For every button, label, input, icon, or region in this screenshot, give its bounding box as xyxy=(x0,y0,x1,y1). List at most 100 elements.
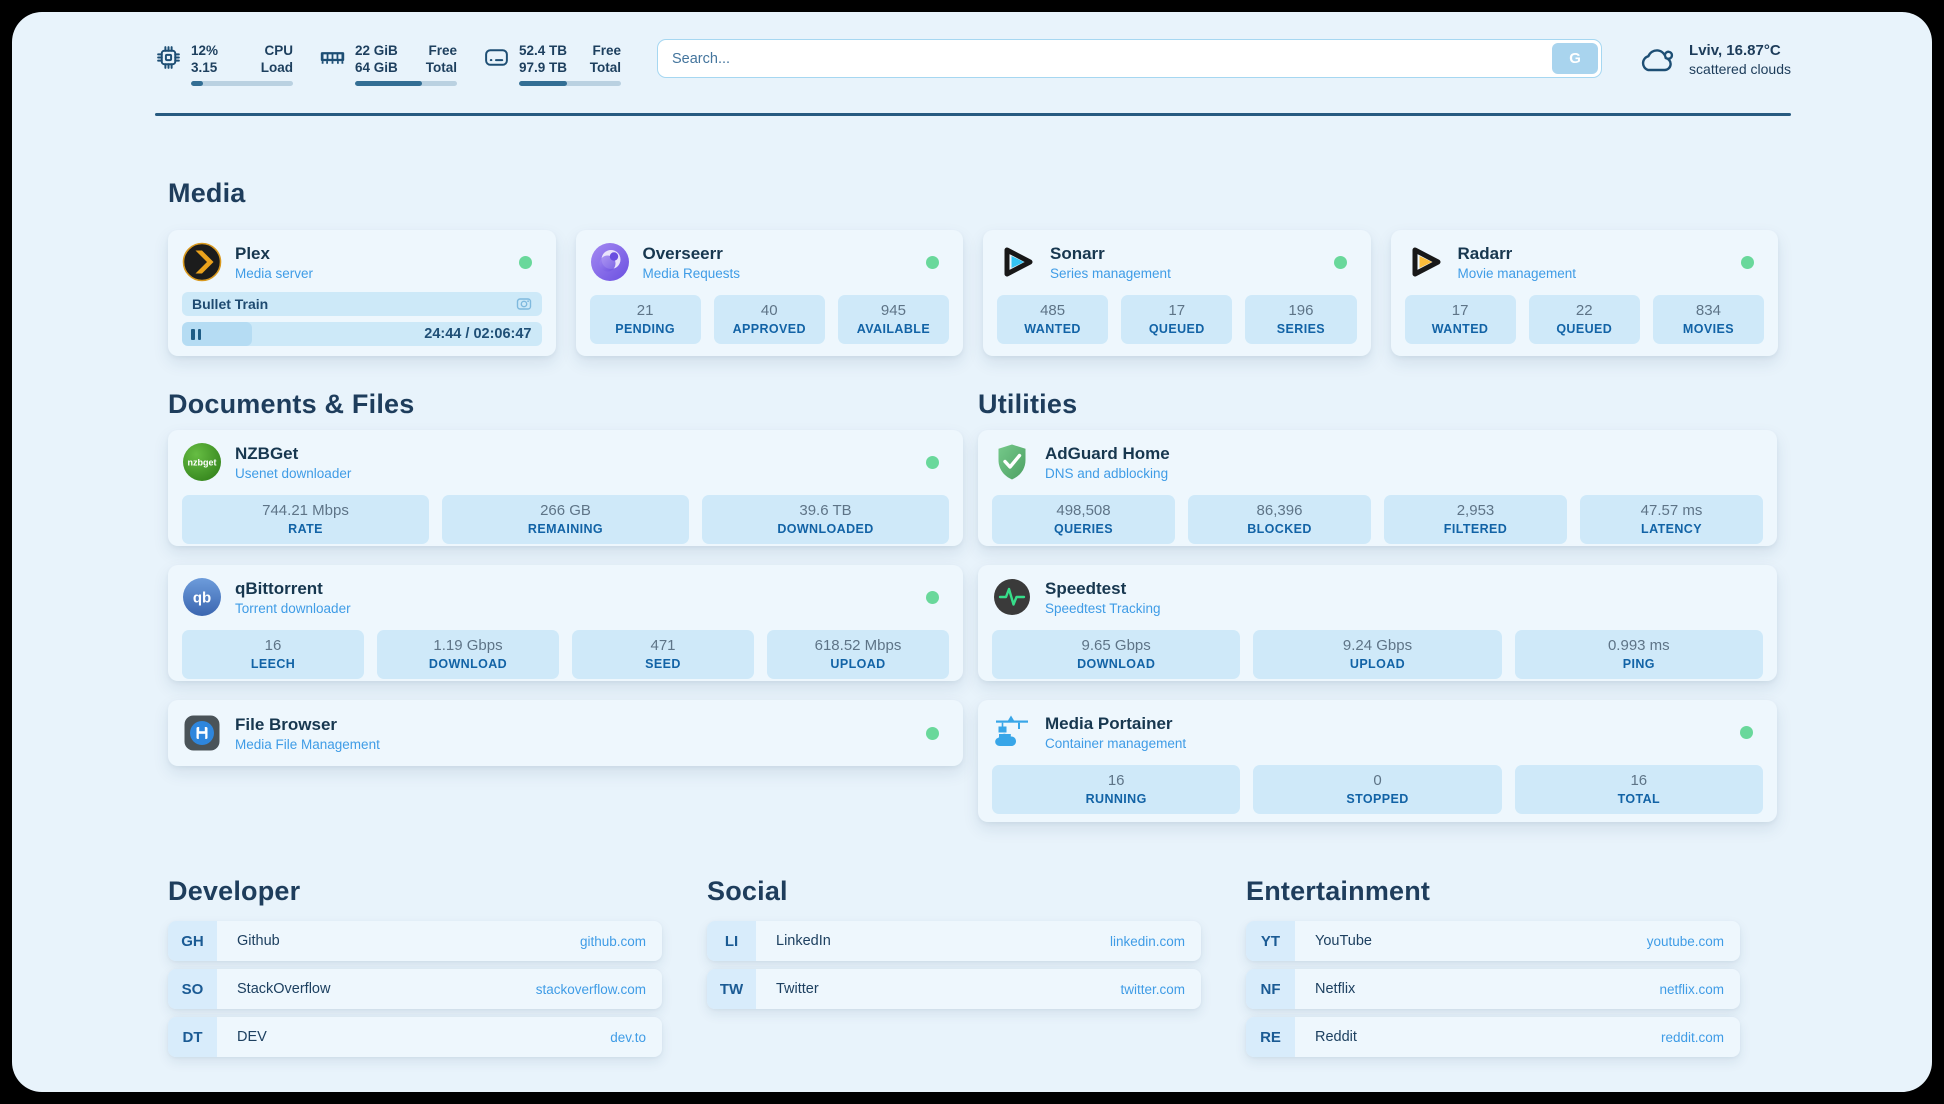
link-badge: TW xyxy=(707,969,756,1009)
stat-value: 0 xyxy=(1373,772,1382,789)
link-row-reddit[interactable]: RE Reddit reddit.com xyxy=(1246,1017,1740,1057)
link-url[interactable]: netflix.com xyxy=(1659,981,1724,997)
stat-box: 16 TOTAL xyxy=(1514,765,1763,814)
stat-value: 744.21 Mbps xyxy=(262,502,349,519)
app-card-plex[interactable]: Plex Media server Bullet Train xyxy=(168,230,556,356)
section-title-developer: Developer xyxy=(168,876,301,906)
weather-widget: Lviv, 16.87°C scattered clouds xyxy=(1638,41,1791,78)
stat-value: 17 xyxy=(1168,302,1186,319)
stat-label: MOVIES xyxy=(1682,322,1734,336)
link-url[interactable]: youtube.com xyxy=(1646,933,1724,949)
stat-value: 40 xyxy=(760,302,778,319)
stat-value: 9.65 Gbps xyxy=(1081,637,1151,654)
stat-label: PENDING xyxy=(615,322,675,336)
section-title-media: Media xyxy=(168,178,246,208)
link-url[interactable]: linkedin.com xyxy=(1109,933,1185,949)
app-subtitle: Torrent downloader xyxy=(235,600,351,616)
link-row-github[interactable]: GH Github github.com xyxy=(168,921,662,961)
app-card-filebrowser[interactable]: File Browser Media File Management xyxy=(168,700,963,766)
link-url[interactable]: dev.to xyxy=(610,1029,646,1045)
link-name: Github xyxy=(237,933,280,949)
ram-stat: 22 GiB 64 GiB Free Total xyxy=(319,42,457,86)
cpu-progress-bar xyxy=(191,81,293,86)
weather-location-temp: Lviv, 16.87°C xyxy=(1689,42,1781,59)
app-card-sonarr[interactable]: Sonarr Series management 485 WANTED 17 Q… xyxy=(983,230,1371,356)
stat-box: 16 RUNNING xyxy=(992,765,1241,814)
pause-icon[interactable] xyxy=(191,328,201,340)
stat-value: 47.57 ms xyxy=(1640,502,1703,519)
app-subtitle: DNS and adblocking xyxy=(1045,465,1169,481)
sonarr-logo xyxy=(1004,247,1033,277)
ram-total-value: 64 GiB xyxy=(355,60,398,75)
link-badge: NF xyxy=(1246,969,1295,1009)
disk-label-top: Free xyxy=(592,43,621,58)
stat-box: 40 APPROVED xyxy=(713,295,825,344)
stat-box: 17 WANTED xyxy=(1404,295,1516,344)
cpu-load-value: 3.15 xyxy=(191,60,218,75)
stat-label: TOTAL xyxy=(1617,792,1661,806)
stat-label: RATE xyxy=(288,522,323,536)
stat-box: 0.993 ms PING xyxy=(1514,630,1763,679)
ram-icon xyxy=(320,52,345,64)
stat-box: 21 PENDING xyxy=(589,295,701,344)
stat-value: 39.6 TB xyxy=(799,502,852,519)
status-dot xyxy=(926,590,939,604)
stat-box: 834 MOVIES xyxy=(1652,295,1765,344)
weather-condition: scattered clouds xyxy=(1689,61,1791,77)
link-url[interactable]: reddit.com xyxy=(1660,1029,1724,1045)
status-dot xyxy=(1740,725,1753,739)
plex-logo xyxy=(182,242,222,282)
link-row-linkedin[interactable]: LI LinkedIn linkedin.com xyxy=(707,921,1201,961)
link-row-twitter[interactable]: TW Twitter twitter.com xyxy=(707,969,1201,1009)
playback-progress-bar[interactable]: 24:44 / 02:06:47 xyxy=(182,322,542,346)
stat-box: 618.52 Mbps UPLOAD xyxy=(767,630,949,679)
stat-box: 196 SERIES xyxy=(1245,295,1357,344)
cpu-usage-value: 12% xyxy=(191,43,219,58)
link-url[interactable]: twitter.com xyxy=(1120,981,1185,997)
link-row-youtube[interactable]: YT YouTube youtube.com xyxy=(1246,921,1740,961)
svg-text:qb: qb xyxy=(193,590,211,607)
link-row-dev[interactable]: DT DEV dev.to xyxy=(168,1017,662,1057)
search-engine-button[interactable]: G xyxy=(1552,43,1599,74)
stat-label: REMAINING xyxy=(527,522,604,536)
link-url[interactable]: stackoverflow.com xyxy=(535,981,646,997)
nzbget-logo: nzbget xyxy=(183,443,221,481)
app-title: qBittorrent xyxy=(235,578,323,598)
app-title: File Browser xyxy=(235,714,338,734)
overseerr-logo xyxy=(590,243,629,281)
link-badge: DT xyxy=(168,1017,217,1057)
stat-label: PING xyxy=(1622,657,1655,671)
links-entertainment: Entertainment YT YouTube youtube.com NF … xyxy=(1246,875,1740,1057)
app-card-adguard[interactable]: AdGuard Home DNS and adblocking 498,508 … xyxy=(978,430,1777,546)
qbittorrent-logo: qb xyxy=(183,578,221,616)
app-subtitle: Usenet downloader xyxy=(235,465,352,481)
link-badge: GH xyxy=(168,921,217,961)
app-card-qbittorrent[interactable]: qb qBittorrent Torrent downloader 16 LEE… xyxy=(168,565,963,681)
app-subtitle: Media File Management xyxy=(235,736,380,752)
stat-value: 2,953 xyxy=(1456,502,1495,519)
app-title: Media Portainer xyxy=(1045,713,1173,733)
stat-box: 744.21 Mbps RATE xyxy=(182,495,429,544)
app-card-portainer[interactable]: Media Portainer Container management 16 … xyxy=(978,700,1777,822)
app-card-speedtest[interactable]: Speedtest Speedtest Tracking 9.65 Gbps D… xyxy=(978,565,1777,681)
link-url[interactable]: github.com xyxy=(579,933,646,949)
filebrowser-logo xyxy=(184,715,220,751)
link-row-stackoverflow[interactable]: SO StackOverflow stackoverflow.com xyxy=(168,969,662,1009)
stat-box: 498,508 QUERIES xyxy=(992,495,1175,544)
stat-box: 9.65 Gbps DOWNLOAD xyxy=(992,630,1241,679)
link-row-netflix[interactable]: NF Netflix netflix.com xyxy=(1246,969,1740,1009)
search-input[interactable] xyxy=(657,39,1603,78)
app-subtitle: Movie management xyxy=(1457,265,1577,281)
stat-box: 945 AVAILABLE xyxy=(837,295,950,344)
app-card-nzbget[interactable]: nzbget NZBGet Usenet downloader 744.21 M… xyxy=(168,430,963,546)
stat-value: 86,396 xyxy=(1256,502,1303,519)
ram-label-bottom: Total xyxy=(425,60,457,75)
stat-label: QUEUED xyxy=(1148,322,1205,336)
app-card-overseerr[interactable]: Overseerr Media Requests 21 PENDING 40 A… xyxy=(575,230,963,356)
top-bar: 12% 3.15 CPU Load xyxy=(155,38,1791,86)
app-card-radarr[interactable]: Radarr Movie management 17 WANTED 22 QUE… xyxy=(1390,230,1778,356)
link-name: StackOverflow xyxy=(237,981,331,997)
stat-box: 2,953 FILTERED xyxy=(1384,495,1567,544)
stat-box: 22 QUEUED xyxy=(1528,295,1640,344)
radarr-logo xyxy=(1412,247,1440,277)
